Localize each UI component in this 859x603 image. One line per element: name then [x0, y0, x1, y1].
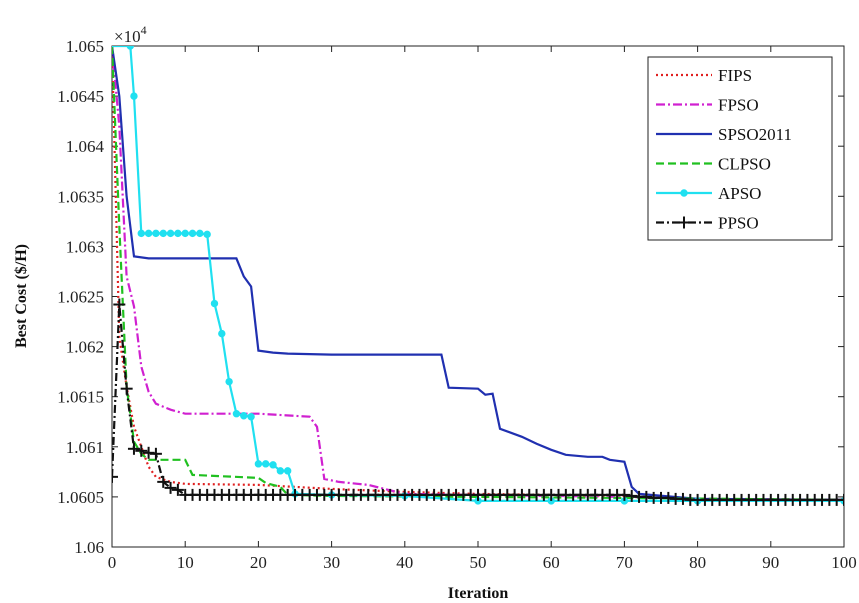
y-tick-label: 1.062	[66, 338, 104, 357]
y-tick-label: 1.065	[66, 37, 104, 56]
x-tick-label: 70	[616, 553, 633, 572]
series-point-apso	[166, 229, 175, 238]
series-point-apso	[254, 460, 263, 468]
x-tick-label: 10	[177, 553, 194, 572]
legend-label-fips: FIPS	[718, 66, 752, 85]
legend-label-ppso: PPSO	[718, 214, 759, 233]
x-tick-label: 40	[396, 553, 413, 572]
series-point-ppso	[149, 447, 162, 460]
series-point-ppso	[676, 492, 689, 505]
series-point-apso	[130, 92, 138, 100]
series-point-apso	[262, 460, 270, 468]
legend-label-apso: APSO	[718, 184, 761, 203]
series-fips	[112, 46, 844, 501]
series-point-ppso	[142, 446, 155, 459]
series-point-apso	[232, 410, 241, 418]
series-point-ppso	[640, 490, 653, 503]
legend-label-fpso: FPSO	[718, 96, 759, 115]
series-point-apso	[188, 229, 197, 238]
series-point-ppso	[112, 470, 118, 483]
y-tick-label: 1.0615	[57, 388, 104, 407]
y-tick-label: 1.063	[66, 237, 104, 256]
series-point-ppso	[625, 489, 638, 502]
series-point-ppso	[618, 488, 631, 501]
series-point-apso	[203, 230, 211, 239]
series-point-apso	[152, 229, 160, 238]
series-point-apso	[269, 461, 277, 469]
legend-item-ppso: PPSO	[656, 214, 759, 233]
legend-label-spso2011: SPSO2011	[718, 125, 792, 144]
series-point-apso	[276, 467, 285, 475]
series-point-ppso	[164, 481, 177, 494]
x-tick-label: 60	[543, 553, 560, 572]
series-spso2011	[112, 46, 844, 501]
legend-marker-apso	[680, 189, 688, 197]
legend-label-clpso: CLPSO	[718, 155, 771, 174]
series-point-apso	[137, 229, 145, 238]
legend-marker-ppso	[678, 216, 690, 229]
legend: FIPS FPSO SPSO2011 CLPSO APSO PPSO	[647, 56, 833, 241]
series-point-ppso	[127, 442, 140, 455]
series-point-ppso	[662, 491, 675, 504]
x-tick-label: 30	[323, 553, 340, 572]
series-point-apso	[283, 467, 292, 475]
series-layer	[112, 46, 844, 506]
series-point-ppso	[120, 382, 133, 395]
y-tick-label: 1.06	[74, 538, 104, 557]
x-axis-ticks: 0 10 20 30 40 50 60 70 80 90 100	[108, 46, 857, 572]
y-tick-label: 1.0605	[57, 488, 104, 507]
x-axis-label: Iteration	[448, 585, 509, 602]
series-point-apso	[159, 229, 167, 238]
x-tick-label: 50	[470, 553, 487, 572]
y-tick-label: 1.064	[66, 137, 105, 156]
series-point-apso	[174, 229, 182, 238]
series-point-apso	[181, 229, 189, 238]
y-tick-label: 1.061	[66, 438, 104, 457]
x-tick-label: 80	[689, 553, 706, 572]
series-ppso	[112, 298, 844, 506]
series-point-apso	[126, 46, 134, 50]
series-point-apso	[218, 329, 226, 338]
x-tick-label: 20	[250, 553, 267, 572]
y-tick-label: 1.0635	[57, 187, 104, 206]
legend-item-clpso: CLPSO	[656, 155, 771, 174]
series-point-ppso	[135, 444, 148, 457]
series-point-ppso	[171, 483, 184, 496]
y-multiplier-exponent: 4	[141, 23, 147, 37]
series-point-ppso	[838, 493, 844, 506]
legend-item-fpso: FPSO	[656, 96, 759, 115]
series-line-spso2011	[112, 46, 844, 501]
series-point-ppso	[157, 475, 170, 488]
y-axis-ticks: 1.06 1.0605 1.061 1.0615 1.062 1.0625 1.063 1.0…	[57, 37, 844, 557]
y-tick-label: 1.0645	[57, 87, 104, 106]
y-axis-label: Best Cost ($/H)	[13, 244, 30, 348]
x-tick-label: 90	[762, 553, 779, 572]
series-point-apso	[196, 229, 204, 238]
legend-item-spso2011: SPSO2011	[656, 125, 792, 144]
series-point-apso	[247, 413, 255, 421]
legend-item-apso: APSO	[656, 184, 761, 203]
legend-box	[647, 56, 833, 241]
y-multiplier-label: ×104	[114, 23, 147, 46]
series-point-apso	[240, 412, 248, 420]
series-point-apso	[225, 377, 233, 386]
series-point-ppso	[113, 298, 126, 311]
x-tick-label: 0	[108, 553, 117, 572]
y-tick-label: 1.0625	[57, 288, 104, 307]
series-line-fips	[112, 46, 844, 501]
series-point-apso	[210, 299, 219, 308]
series-point-apso	[144, 229, 153, 238]
legend-item-fips: FIPS	[656, 66, 752, 85]
x-tick-label: 100	[831, 553, 857, 572]
